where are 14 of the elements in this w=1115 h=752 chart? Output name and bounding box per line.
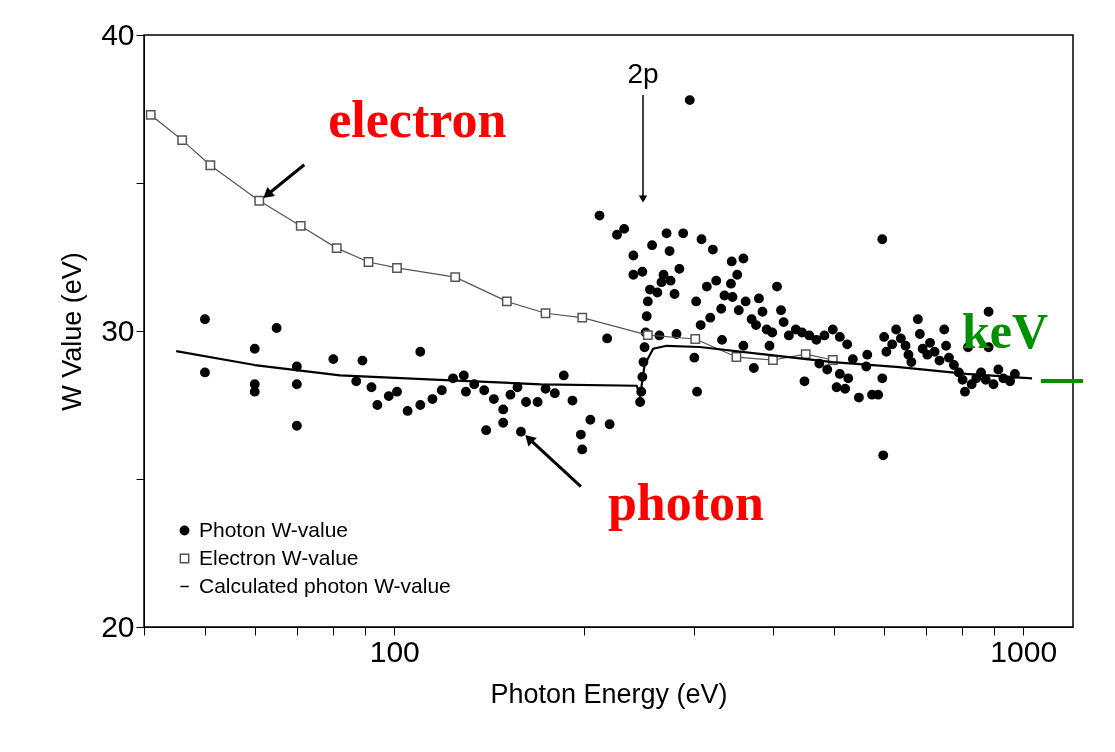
- legend-label: Calculated photon W-value: [199, 573, 451, 597]
- x-tick-label: 1000: [990, 634, 1058, 668]
- annotation: 2p: [627, 58, 659, 89]
- annotation: electron: [328, 90, 507, 148]
- x-axis-title: Photon Energy (eV): [490, 678, 728, 709]
- legend-label: Electron W-value: [199, 545, 359, 569]
- y-tick-label: 20: [101, 609, 135, 643]
- y-tick-label: 40: [101, 17, 135, 51]
- x-tick-label: 100: [369, 634, 420, 668]
- legend-label: Photon W-value: [199, 517, 349, 541]
- y-axis-title: W Value (eV): [57, 252, 88, 411]
- annotation: photon: [607, 473, 765, 531]
- y-tick-label: 30: [101, 313, 135, 347]
- annotation: keV: [961, 303, 1049, 359]
